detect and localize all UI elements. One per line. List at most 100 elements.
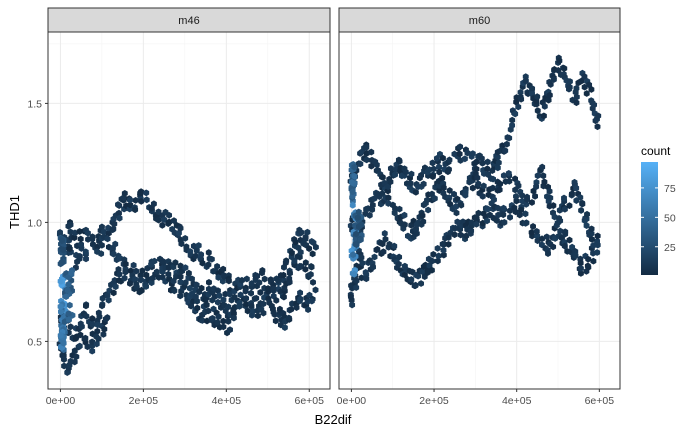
hexbin-cell [551, 213, 558, 221]
hexbin-cell [138, 188, 145, 196]
hexbin-cell [392, 171, 398, 179]
hexbin-cell [353, 284, 360, 292]
hexbin-cell [115, 201, 121, 208]
hexbin-cell [585, 255, 592, 263]
hexbin-cell [121, 189, 128, 197]
hexbin-cell [308, 297, 315, 305]
hexbin-cell [59, 237, 65, 245]
hexbin-cell [385, 183, 392, 191]
hexbin-cell [475, 180, 482, 188]
hexbin-cell [385, 200, 392, 207]
hexbin-cell [94, 327, 101, 335]
hexbin-cell [60, 339, 67, 347]
hexbin-cell [513, 197, 520, 205]
hexbin-cell [418, 280, 425, 287]
hexbin-cell [150, 200, 157, 208]
hexbin-cell [402, 168, 409, 176]
hexbin-cell [244, 307, 251, 315]
hexbin-cell [220, 265, 227, 273]
hexbin-cell [67, 323, 74, 331]
hexbin-cell [534, 93, 541, 101]
hexbin-cell [166, 211, 173, 219]
hexbin-cell [401, 211, 408, 219]
hexbin-cell [155, 216, 162, 224]
hexbin-cell [225, 303, 232, 311]
hexbin-cell [216, 292, 223, 300]
facet-strip [47, 7, 331, 33]
hexbin-cell [198, 284, 205, 292]
hexbin-cell [369, 201, 376, 209]
hexbin-cell [594, 123, 601, 131]
hexbin-cell [445, 240, 452, 248]
hexbin-cell [292, 238, 299, 246]
hexbin-cell [116, 270, 123, 278]
hexbin-cell [484, 205, 491, 213]
hexbin-cell [259, 267, 266, 274]
hexbin-cell [58, 258, 65, 266]
hexbin-cell [516, 211, 523, 219]
hexbin-cell [368, 162, 375, 170]
hexbin-cell [254, 272, 261, 280]
y-axis-title: THD1 [7, 195, 22, 229]
hexbin-cell [98, 250, 105, 258]
hexbin-cell [161, 216, 168, 224]
hexbin-cell [83, 302, 89, 310]
hexbin-cell [363, 143, 370, 151]
hexbin-cell [446, 166, 452, 173]
hexbin-cell [474, 174, 481, 182]
hexbin-cell [446, 156, 453, 164]
hexbin-cell [143, 189, 150, 197]
hexbin-cell [122, 268, 129, 276]
hexbin-cell [458, 201, 465, 209]
hexbin-cell [428, 266, 435, 274]
hexbin-cell [57, 229, 63, 236]
hexbin-cell [429, 159, 436, 167]
hexbin-cell [429, 257, 436, 265]
hexbin-cell [353, 277, 360, 285]
hexbin-cell [185, 269, 192, 277]
hexbin-cell [66, 245, 73, 253]
hexbin-cell [430, 250, 437, 258]
hexbin-cell [65, 310, 72, 317]
hexbin-cell [479, 192, 486, 200]
panels: m46 0e+00 2e+05 4e+05 6e+05 0.5 1.0 1.5 m60 0e+00… [27, 7, 621, 407]
hexbin-cell [435, 252, 442, 260]
hexbin-cell [83, 312, 90, 320]
hexbin-cell [557, 217, 564, 225]
hexbin-cell [515, 103, 522, 111]
hexbin-cell [358, 221, 365, 229]
hexbin-cell [566, 236, 573, 244]
hexbin-cell [523, 200, 530, 208]
hexbin-cell [122, 260, 129, 268]
hexbin-cell [280, 271, 287, 279]
hexbin-cell [415, 272, 422, 280]
facet-label: m60 [469, 15, 490, 27]
hexbin-cell [115, 265, 122, 273]
hexbin-cell [366, 211, 373, 219]
legend-label: 50 [664, 212, 676, 224]
hexbin-cell [306, 245, 313, 252]
hexbin-cell [127, 201, 134, 209]
hexbin-cell [101, 325, 108, 333]
hexbin-cell [500, 211, 507, 219]
hexbin-cell [260, 300, 267, 308]
hexbin-cell [276, 305, 283, 313]
hexbin-cell [540, 172, 547, 180]
hexbin-cell [82, 334, 89, 342]
hexbin-cell [273, 296, 280, 304]
hexbin-cell [380, 248, 387, 256]
hexbin-cell [391, 209, 398, 217]
hexbin-cell [533, 228, 540, 235]
hexbin-cell [382, 235, 389, 243]
hexbin-cell [522, 77, 529, 85]
hexbin-cell [381, 230, 388, 237]
hexbin-cell [519, 192, 525, 199]
hexbin-cell [353, 230, 360, 238]
hexbin-cell [110, 250, 117, 258]
hexbin-cell [295, 244, 302, 252]
hexbin-cell [243, 275, 250, 283]
hexbin-cell [569, 190, 575, 198]
hexbin-cell [143, 283, 149, 290]
hexbin-cell [513, 98, 520, 106]
